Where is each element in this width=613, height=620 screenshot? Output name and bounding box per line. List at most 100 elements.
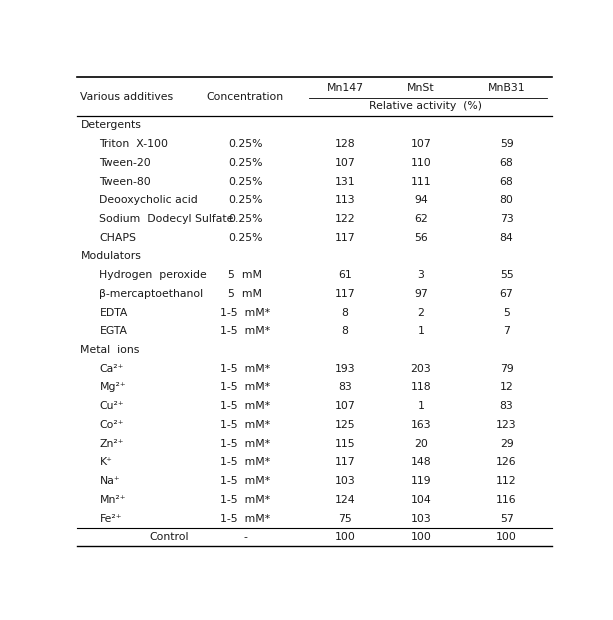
Text: 2: 2 [417, 308, 424, 317]
Text: 3: 3 [417, 270, 424, 280]
Text: Cu²⁺: Cu²⁺ [99, 401, 124, 411]
Text: 0.25%: 0.25% [228, 139, 262, 149]
Text: Zn²⁺: Zn²⁺ [99, 438, 124, 448]
Text: 117: 117 [335, 289, 356, 299]
Text: 1-5  mM*: 1-5 mM* [220, 308, 270, 317]
Text: 107: 107 [335, 158, 356, 168]
Text: 1-5  mM*: 1-5 mM* [220, 458, 270, 467]
Text: 104: 104 [411, 495, 432, 505]
Text: 5  mM: 5 mM [228, 270, 262, 280]
Text: Tween-20: Tween-20 [99, 158, 151, 168]
Text: 83: 83 [500, 401, 514, 411]
Text: 148: 148 [411, 458, 432, 467]
Text: 0.25%: 0.25% [228, 232, 262, 242]
Text: Relative activity  (%): Relative activity (%) [369, 100, 482, 111]
Text: 110: 110 [411, 158, 432, 168]
Text: 5: 5 [503, 308, 510, 317]
Text: 1: 1 [417, 326, 424, 336]
Text: 0.25%: 0.25% [228, 177, 262, 187]
Text: 112: 112 [497, 476, 517, 486]
Text: 193: 193 [335, 364, 356, 374]
Text: 68: 68 [500, 177, 514, 187]
Text: 103: 103 [335, 476, 356, 486]
Text: 123: 123 [497, 420, 517, 430]
Text: 0.25%: 0.25% [228, 214, 262, 224]
Text: 94: 94 [414, 195, 428, 205]
Text: Modulators: Modulators [80, 252, 142, 262]
Text: 119: 119 [411, 476, 432, 486]
Text: 83: 83 [338, 383, 352, 392]
Text: 73: 73 [500, 214, 514, 224]
Text: 1-5  mM*: 1-5 mM* [220, 364, 270, 374]
Text: β-mercaptoethanol: β-mercaptoethanol [99, 289, 204, 299]
Text: 124: 124 [335, 495, 356, 505]
Text: 84: 84 [500, 232, 514, 242]
Text: Control: Control [150, 532, 189, 542]
Text: Concentration: Concentration [207, 92, 284, 102]
Text: Various additives: Various additives [80, 92, 173, 102]
Text: 7: 7 [503, 326, 510, 336]
Text: 1-5  mM*: 1-5 mM* [220, 401, 270, 411]
Text: 67: 67 [500, 289, 514, 299]
Text: 122: 122 [335, 214, 356, 224]
Text: 128: 128 [335, 139, 356, 149]
Text: Mg²⁺: Mg²⁺ [99, 383, 126, 392]
Text: 8: 8 [341, 326, 348, 336]
Text: 131: 131 [335, 177, 356, 187]
Text: -: - [243, 532, 247, 542]
Text: 55: 55 [500, 270, 514, 280]
Text: Mn²⁺: Mn²⁺ [99, 495, 126, 505]
Text: Metal  ions: Metal ions [80, 345, 140, 355]
Text: 118: 118 [411, 383, 432, 392]
Text: 203: 203 [411, 364, 432, 374]
Text: 61: 61 [338, 270, 352, 280]
Text: K⁺: K⁺ [99, 458, 112, 467]
Text: 57: 57 [500, 513, 514, 523]
Text: 68: 68 [500, 158, 514, 168]
Text: 111: 111 [411, 177, 432, 187]
Text: 1-5  mM*: 1-5 mM* [220, 495, 270, 505]
Text: 20: 20 [414, 438, 428, 448]
Text: 62: 62 [414, 214, 428, 224]
Text: 75: 75 [338, 513, 352, 523]
Text: 1-5  mM*: 1-5 mM* [220, 438, 270, 448]
Text: Na⁺: Na⁺ [99, 476, 120, 486]
Text: 115: 115 [335, 438, 356, 448]
Text: 126: 126 [497, 458, 517, 467]
Text: Ca²⁺: Ca²⁺ [99, 364, 124, 374]
Text: 116: 116 [497, 495, 517, 505]
Text: 79: 79 [500, 364, 514, 374]
Text: 1-5  mM*: 1-5 mM* [220, 326, 270, 336]
Text: 100: 100 [411, 532, 432, 542]
Text: 163: 163 [411, 420, 432, 430]
Text: EGTA: EGTA [99, 326, 128, 336]
Text: 1-5  mM*: 1-5 mM* [220, 383, 270, 392]
Text: 1-5  mM*: 1-5 mM* [220, 513, 270, 523]
Text: CHAPS: CHAPS [99, 232, 137, 242]
Text: 5  mM: 5 mM [228, 289, 262, 299]
Text: Fe²⁺: Fe²⁺ [99, 513, 122, 523]
Text: 100: 100 [496, 532, 517, 542]
Text: 8: 8 [341, 308, 348, 317]
Text: 1-5  mM*: 1-5 mM* [220, 420, 270, 430]
Text: Sodium  Dodecyl Sulfate: Sodium Dodecyl Sulfate [99, 214, 234, 224]
Text: 97: 97 [414, 289, 428, 299]
Text: MnSt: MnSt [407, 83, 435, 94]
Text: 125: 125 [335, 420, 356, 430]
Text: 113: 113 [335, 195, 356, 205]
Text: 0.25%: 0.25% [228, 195, 262, 205]
Text: 0.25%: 0.25% [228, 158, 262, 168]
Text: 103: 103 [411, 513, 432, 523]
Text: MnB31: MnB31 [488, 83, 525, 94]
Text: Co²⁺: Co²⁺ [99, 420, 124, 430]
Text: Deooxycholic acid: Deooxycholic acid [99, 195, 198, 205]
Text: 107: 107 [411, 139, 432, 149]
Text: EDTA: EDTA [99, 308, 128, 317]
Text: 80: 80 [500, 195, 514, 205]
Text: 29: 29 [500, 438, 514, 448]
Text: 1: 1 [417, 401, 424, 411]
Text: Mn147: Mn147 [327, 83, 364, 94]
Text: 100: 100 [335, 532, 356, 542]
Text: Tween-80: Tween-80 [99, 177, 151, 187]
Text: 1-5  mM*: 1-5 mM* [220, 476, 270, 486]
